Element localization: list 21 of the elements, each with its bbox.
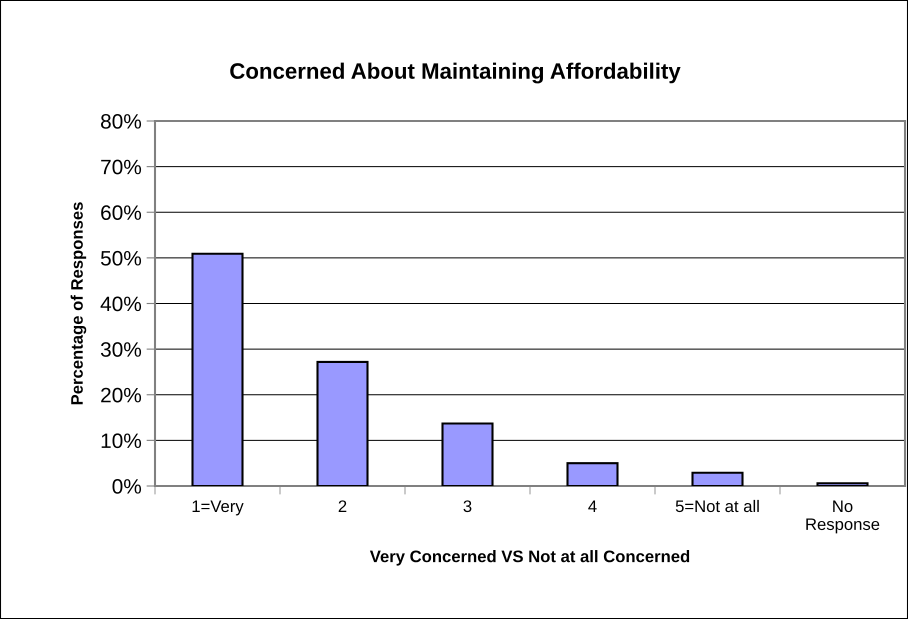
- x-tick-label: 1=Very: [192, 500, 244, 516]
- x-tick-label: 2: [338, 500, 346, 512]
- x-tick-label: 4: [588, 500, 597, 512]
- x-axis-title: Very Concerned VS Not at all Concerned: [370, 550, 690, 566]
- bar: [691, 472, 744, 486]
- y-tick-label: 10%: [102, 433, 142, 448]
- y-tick-label: 60%: [101, 205, 142, 220]
- y-tick-label: 40%: [100, 296, 142, 312]
- y-tick-label: 70%: [101, 160, 142, 174]
- chart-title: Concerned About Maintaining Affordability: [230, 62, 681, 84]
- y-tick-label: 80%: [101, 114, 142, 129]
- y-tick-label: 50%: [100, 250, 142, 266]
- y-tick-label: 20%: [101, 388, 142, 403]
- x-tick-label: 3: [464, 500, 472, 512]
- bar: [816, 482, 869, 486]
- y-tick-label: 0%: [112, 479, 142, 494]
- bar: [566, 462, 619, 486]
- y-tick-label: 30%: [100, 342, 142, 357]
- x-tick-label: No Response: [806, 500, 880, 534]
- y-axis-title: Percentage of Responses: [70, 202, 86, 404]
- x-tick-label: 5=Not at all: [676, 500, 759, 512]
